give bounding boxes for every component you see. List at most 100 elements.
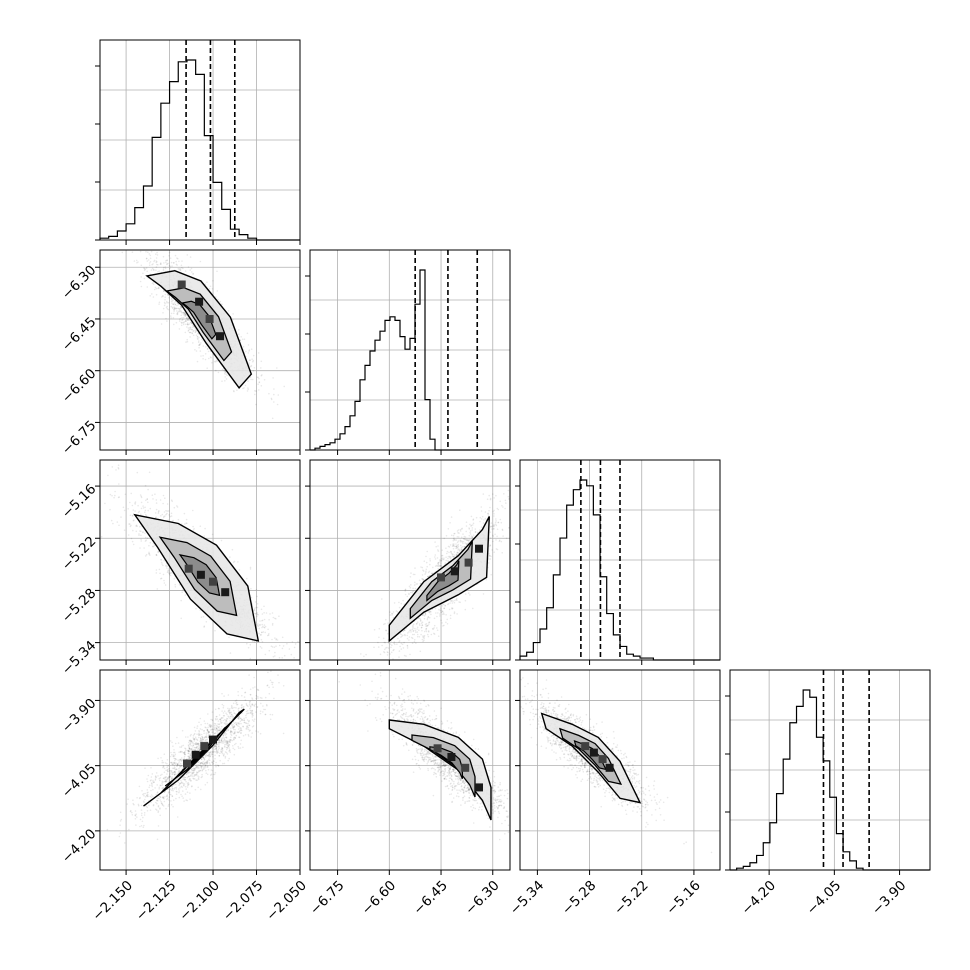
sample-point: [501, 529, 504, 531]
sample-point: [443, 537, 446, 540]
sample-point: [409, 653, 411, 656]
sample-point: [413, 633, 416, 636]
sample-point: [400, 602, 403, 605]
sample-point: [158, 270, 160, 272]
sample-point: [143, 269, 146, 272]
sample-point: [248, 350, 250, 352]
sample-point: [281, 657, 284, 659]
sample-point: [181, 319, 183, 321]
sample-point: [189, 321, 192, 324]
sample-point: [183, 321, 186, 323]
sample-point: [435, 612, 437, 614]
sample-point: [152, 283, 155, 286]
sample-point: [419, 650, 422, 653]
sample-point: [502, 535, 504, 537]
sample-point: [378, 627, 381, 630]
sample-point: [214, 629, 216, 632]
sample-point: [189, 328, 192, 330]
sample-point: [186, 322, 189, 324]
sample-point: [440, 559, 443, 562]
sample-point: [443, 603, 445, 606]
sample-point: [166, 503, 169, 505]
sample-point: [408, 636, 411, 638]
sample-point: [360, 653, 362, 655]
sample-point: [139, 250, 142, 253]
sample-point: [158, 303, 160, 305]
sample-point: [145, 499, 147, 502]
sample-point: [224, 371, 227, 373]
sample-point: [451, 602, 454, 604]
sample-point: [450, 516, 453, 518]
sample-point: [507, 495, 510, 498]
sample-point: [236, 389, 238, 392]
sample-point: [196, 338, 199, 340]
sample-point: [413, 584, 416, 586]
sample-point: [173, 306, 175, 308]
sample-point: [449, 602, 451, 604]
sample-point: [149, 295, 151, 297]
sample-point: [437, 567, 440, 570]
sample-point: [387, 647, 390, 649]
sample-point: [398, 606, 401, 609]
sample-point: [420, 633, 422, 636]
sample-point: [164, 584, 167, 586]
sample-point: [191, 332, 193, 335]
sample-point: [134, 510, 136, 512]
sample-point: [445, 621, 447, 624]
sample-point: [171, 500, 173, 503]
sample-point: [413, 639, 416, 641]
sample-point: [187, 319, 189, 322]
sample-point: [458, 550, 461, 552]
sample-point: [508, 498, 510, 500]
sample-point: [111, 466, 114, 468]
sample-point: [425, 568, 428, 571]
sample-point: [250, 348, 253, 351]
sample-point: [182, 321, 184, 324]
sample-point: [155, 516, 157, 518]
sample-point: [492, 534, 494, 537]
sample-point: [187, 327, 190, 329]
sample-point: [149, 254, 152, 257]
sample-point: [224, 380, 226, 382]
sample-point: [489, 497, 492, 500]
sample-point: [495, 494, 497, 497]
sample-point: [249, 359, 251, 361]
sample-point: [426, 565, 429, 568]
sample-point: [499, 500, 502, 503]
sample-point: [440, 619, 442, 622]
sample-point: [191, 329, 193, 331]
sample-point: [144, 532, 146, 534]
sample-point: [412, 587, 414, 590]
sample-point: [263, 618, 266, 621]
sample-point: [209, 285, 212, 288]
sample-point: [455, 543, 457, 545]
sample-point: [181, 589, 184, 591]
sample-point: [256, 615, 258, 618]
sample-point: [147, 501, 149, 504]
sample-point: [151, 267, 154, 270]
sample-point: [485, 578, 488, 581]
sample-point: [189, 336, 191, 338]
sample-point: [255, 403, 257, 406]
sample-point: [163, 262, 165, 264]
sample-point: [180, 307, 182, 310]
sample-point: [179, 267, 181, 270]
sample-point: [430, 613, 432, 616]
sample-point: [443, 557, 445, 559]
sample-point: [263, 379, 266, 381]
sample-point: [454, 532, 456, 535]
sample-point: [162, 268, 165, 271]
sample-point: [194, 331, 197, 334]
sample-point: [414, 627, 416, 630]
sample-point: [493, 527, 495, 530]
sample-point: [482, 593, 485, 595]
sample-point: [452, 534, 455, 537]
sample-point: [495, 520, 497, 522]
sample-point: [166, 263, 168, 266]
sample-point: [493, 513, 495, 515]
sample-point: [140, 285, 143, 288]
sample-point: [192, 273, 194, 275]
sample-point: [479, 520, 481, 523]
sample-point: [418, 579, 421, 582]
sample-point: [260, 608, 263, 611]
